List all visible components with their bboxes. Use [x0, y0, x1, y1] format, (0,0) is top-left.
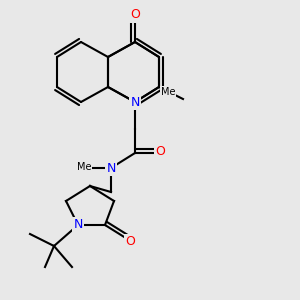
- Text: O: O: [130, 8, 140, 22]
- Text: O: O: [156, 145, 165, 158]
- Text: Me: Me: [161, 86, 175, 97]
- Text: N: N: [73, 218, 83, 232]
- Text: O: O: [126, 235, 135, 248]
- Text: N: N: [130, 95, 140, 109]
- Text: Me: Me: [77, 161, 91, 172]
- Text: N: N: [106, 161, 116, 175]
